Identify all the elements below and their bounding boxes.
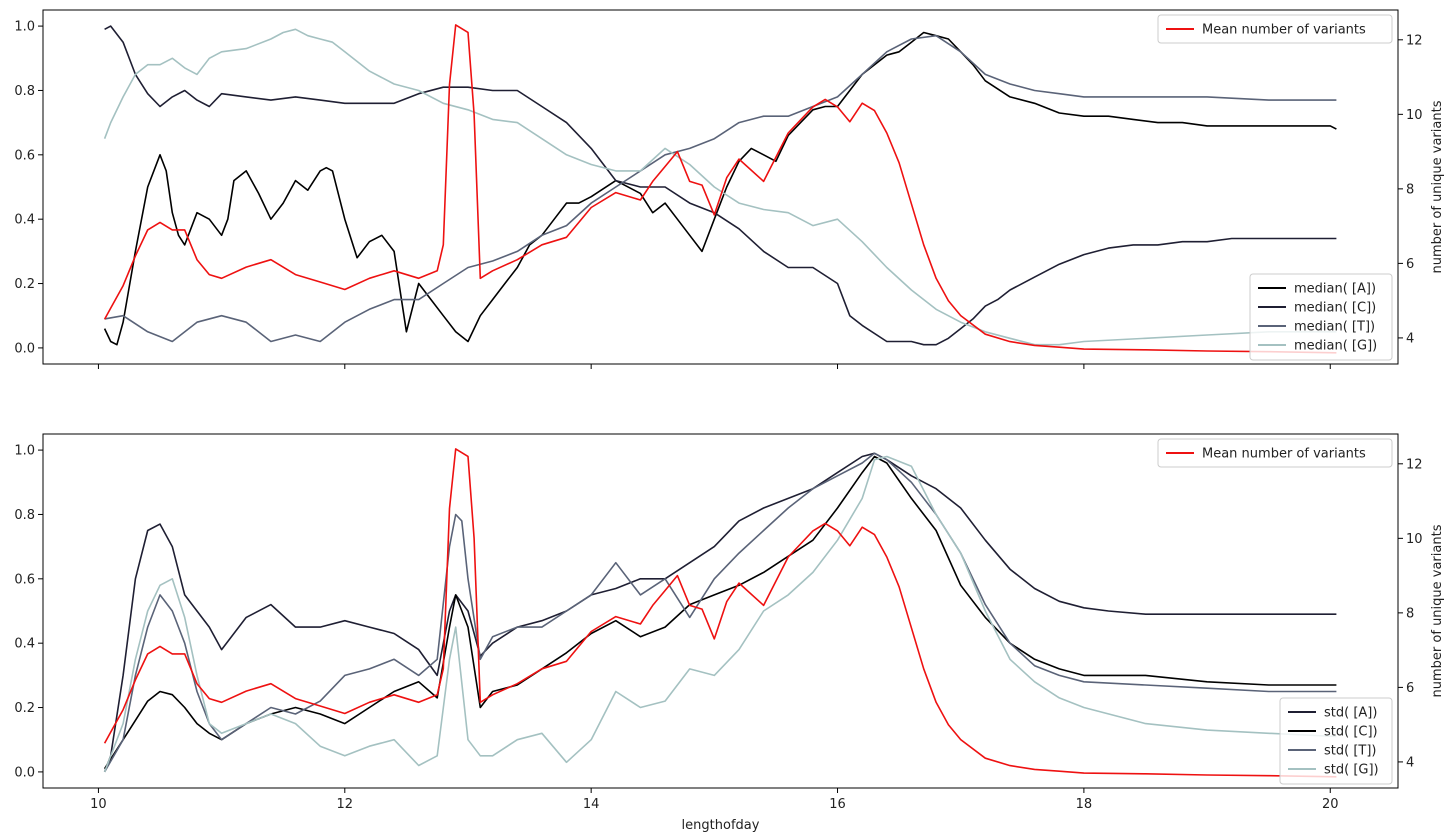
legend-box xyxy=(1249,273,1393,361)
x-tick-label: 12 xyxy=(337,797,354,812)
legend-lower-right: std( [A]) std( [C]) std( [T]) std( [G]) xyxy=(1279,697,1393,785)
legend-label: std( [G]) xyxy=(1324,763,1379,778)
series-line-1 xyxy=(103,31,1337,346)
y-tick-label-right: 6 xyxy=(1406,681,1414,696)
series-line-3 xyxy=(104,34,1337,343)
y-axis-title-right: number of unique variants xyxy=(1430,524,1445,697)
y-tick-label-right: 12 xyxy=(1406,457,1423,472)
legend-label: Mean number of variants xyxy=(1202,447,1366,462)
series-line-4 xyxy=(103,455,1337,773)
y-tick-label-right: 10 xyxy=(1406,108,1423,123)
y-tick-label-left: 0.6 xyxy=(14,572,35,587)
legend-label: std( [A]) xyxy=(1324,706,1377,721)
subplot-2: 10 12 14 16 18 20 0.0 0.2 0.4 0.6 0.8 1.0 4 6 8 10 12 num… xyxy=(14,433,1445,833)
x-tick-label: 20 xyxy=(1322,797,1339,812)
y-tick-label-right: 12 xyxy=(1406,33,1423,48)
y-tick-label-right: 8 xyxy=(1406,606,1414,621)
y-tick-label-left: 1.0 xyxy=(14,444,35,459)
y-tick-label-right: 6 xyxy=(1406,257,1414,272)
plot-frame xyxy=(42,433,1399,789)
series-group xyxy=(103,448,1337,778)
series-line-5 xyxy=(103,24,1337,354)
y-tick-label-right: 4 xyxy=(1406,331,1414,346)
legend-label: std( [T]) xyxy=(1324,744,1376,759)
legend-label: Mean number of variants xyxy=(1202,23,1366,38)
legend-upper-right: Mean number of variants xyxy=(1157,438,1393,468)
y-tick-label-left: 0.0 xyxy=(14,341,35,356)
legend-box xyxy=(1279,697,1393,785)
y-tick-label-right: 10 xyxy=(1406,532,1423,547)
x-axis-title: lengthofday xyxy=(682,818,760,833)
x-tick-label: 14 xyxy=(583,797,600,812)
y-tick-label-left: 0.8 xyxy=(14,84,35,99)
x-tick-label: 10 xyxy=(90,797,107,812)
y-tick-label-left: 1.0 xyxy=(14,20,35,35)
y-tick-label-left: 0.2 xyxy=(14,701,35,716)
series-line-4 xyxy=(103,28,1337,346)
legend-label: median( [A]) xyxy=(1294,282,1376,297)
x-tick-label: 18 xyxy=(1076,797,1093,812)
legend-box xyxy=(1157,14,1393,44)
y-tick-label-right: 4 xyxy=(1406,755,1414,770)
y-tick-label-left: 0.4 xyxy=(14,637,35,652)
legend-lower-right: median( [A]) median( [C]) median( [T]) medi… xyxy=(1249,273,1393,361)
y-tick-label-left: 0.0 xyxy=(14,765,35,780)
series-line-2 xyxy=(104,25,1337,346)
y-tick-label-left: 0.2 xyxy=(14,277,35,292)
legend-box xyxy=(1157,438,1393,468)
y-tick-label-right: 8 xyxy=(1406,182,1414,197)
y-tick-label-left: 0.4 xyxy=(14,213,35,228)
series-line-5 xyxy=(103,448,1337,778)
y-tick-label-left: 0.6 xyxy=(14,148,35,163)
legend-label: median( [C]) xyxy=(1294,301,1376,316)
plot-frame xyxy=(42,9,1399,365)
y-tick-label-left: 0.8 xyxy=(14,508,35,523)
series-group xyxy=(103,24,1337,354)
y-axis-title-right: number of unique variants xyxy=(1430,100,1445,273)
legend-label: std( [C]) xyxy=(1324,725,1378,740)
legend-label: median( [T]) xyxy=(1294,320,1375,335)
legend-label: median( [G]) xyxy=(1294,339,1377,354)
x-tick-label: 16 xyxy=(829,797,846,812)
subplot-1: 0.0 0.2 0.4 0.6 0.8 1.0 4 6 8 10 12 number of uniqu… xyxy=(14,9,1445,369)
legend-upper-right: Mean number of variants xyxy=(1157,14,1393,44)
